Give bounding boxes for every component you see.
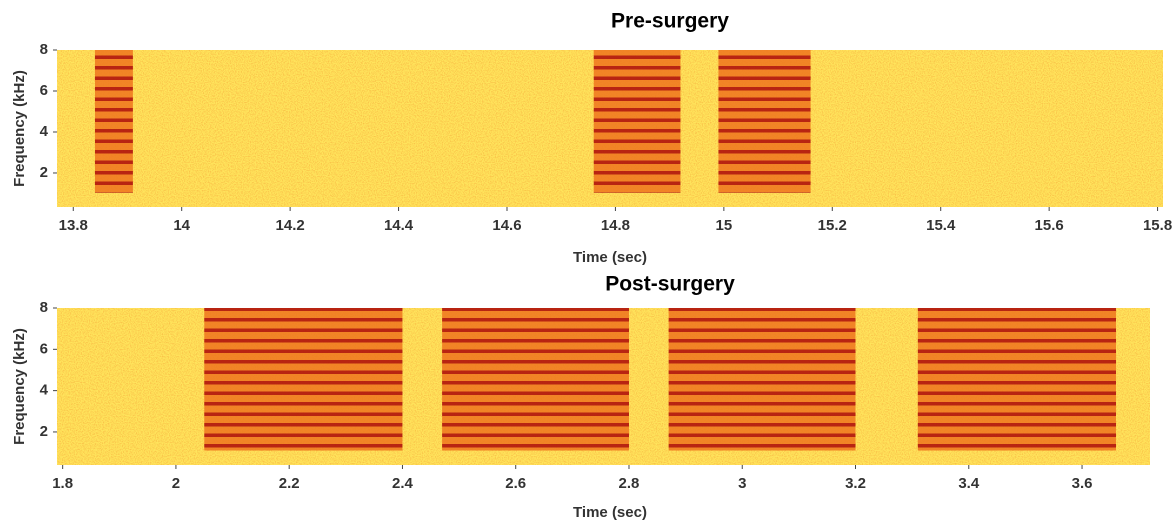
x-tick-label: 2 xyxy=(172,475,180,492)
x-tick-label: 15.2 xyxy=(818,217,847,234)
call xyxy=(917,308,1117,451)
x-axis-label: Time (sec) xyxy=(573,249,647,266)
y-tick-label: 6 xyxy=(40,82,48,99)
x-tick-label: 3.2 xyxy=(845,475,866,492)
call xyxy=(668,308,856,451)
call xyxy=(593,50,681,193)
call xyxy=(204,308,403,451)
x-tick-label: 14.4 xyxy=(384,217,414,234)
y-tick-label: 2 xyxy=(40,164,48,181)
x-tick-label: 13.8 xyxy=(59,217,88,234)
x-tick-label: 3.4 xyxy=(958,475,980,492)
x-tick-label: 15 xyxy=(716,217,733,234)
x-tick-label: 2.6 xyxy=(505,475,526,492)
x-tick-label: 15.8 xyxy=(1143,217,1172,234)
x-tick-label: 3 xyxy=(738,475,746,492)
x-tick-label: 14.6 xyxy=(492,217,521,234)
chart-title: Post-surgery xyxy=(605,273,735,296)
x-tick-label: 15.4 xyxy=(926,217,956,234)
x-tick-label: 15.6 xyxy=(1035,217,1064,234)
y-axis-label: Frequency (kHz) xyxy=(11,328,28,445)
call xyxy=(442,308,629,451)
call xyxy=(94,50,133,193)
x-tick-label: 14.2 xyxy=(276,217,305,234)
x-tick-label: 14.8 xyxy=(601,217,630,234)
x-tick-label: 3.6 xyxy=(1072,475,1093,492)
y-tick-label: 4 xyxy=(40,123,49,140)
y-tick-label: 8 xyxy=(40,299,48,316)
x-tick-label: 1.8 xyxy=(52,475,73,492)
y-tick-label: 2 xyxy=(40,423,48,440)
x-tick-label: 2.8 xyxy=(619,475,640,492)
chart-title: Pre-surgery xyxy=(611,10,729,33)
x-tick-label: 14 xyxy=(173,217,190,234)
call xyxy=(718,50,811,193)
y-tick-label: 4 xyxy=(40,382,49,399)
y-axis-label: Frequency (kHz) xyxy=(11,70,28,187)
y-tick-label: 8 xyxy=(40,41,48,58)
x-axis-label: Time (sec) xyxy=(573,504,647,521)
x-tick-label: 2.2 xyxy=(279,475,300,492)
x-tick-label: 2.4 xyxy=(392,475,414,492)
y-tick-label: 6 xyxy=(40,340,48,357)
